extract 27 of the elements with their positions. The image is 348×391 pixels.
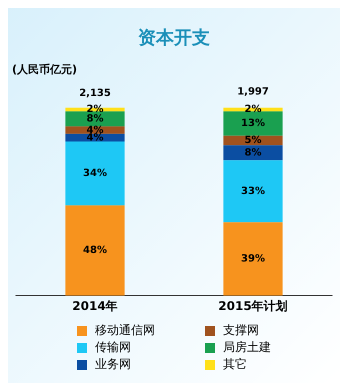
bar [223,111,283,136]
data-label: 5% [244,135,262,146]
chart-title: 资本开支 [138,27,210,48]
y-axis-title: (人民币亿元) [12,62,78,76]
data-label: 34% [83,168,107,179]
legend-label: 传输网 [95,339,131,356]
x-tick-label: 2015年计划 [218,298,288,313]
bar [65,141,125,206]
legend-label: 其它 [223,356,247,373]
data-label: 39% [241,254,265,265]
data-label: 8% [244,147,262,158]
data-label: 33% [241,186,265,197]
data-label: 13% [241,118,265,130]
bar [223,160,283,222]
legend-label: 支撑网 [223,322,259,339]
legend-label: 移动通信网 [95,322,155,339]
legend-label: 局房土建 [223,339,271,356]
annotation: 2,135 [79,88,111,100]
annotation: 1,997 [237,86,269,98]
x-tick-label: 2014年 [72,298,118,313]
bar [65,205,125,296]
data-label: 8% [86,113,104,124]
bar [223,222,283,296]
data-label: 48% [83,245,107,256]
bar [223,145,283,160]
legend-label: 业务网 [95,356,131,373]
data-label: 4% [86,132,104,144]
